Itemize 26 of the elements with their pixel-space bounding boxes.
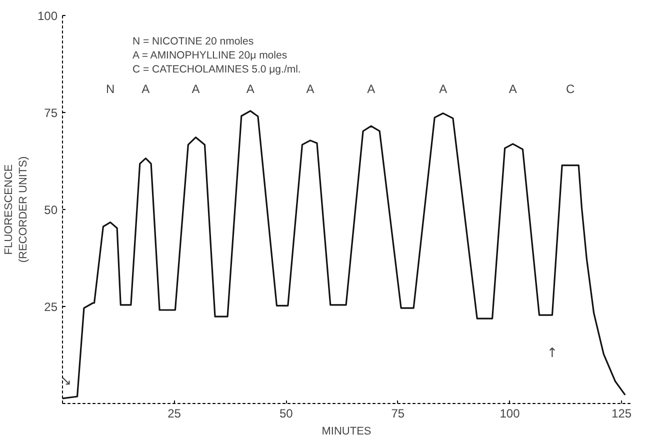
x-tick-label: 100 (500, 406, 520, 420)
x-axis-title: MINUTES (322, 426, 372, 438)
annotation: N = NICOTINE 20 nmoles (132, 36, 254, 48)
x-tick-label: 75 (391, 406, 405, 420)
y-tick-label: 100 (37, 9, 58, 23)
annotation: A = AMINOPHYLLINE 20μ moles (132, 50, 288, 62)
y-tick-label: 75 (44, 106, 58, 120)
line-series (62, 110, 626, 400)
annotation: A (142, 82, 150, 96)
annotation: ↘ (60, 374, 72, 389)
annotation: A (192, 82, 200, 96)
annotation: A (439, 82, 448, 96)
annotation: ↑ (546, 346, 558, 362)
x-tick-label: 50 (279, 406, 294, 420)
annotation: C = CATECHOLAMINES 5.0 μg./ml. (132, 64, 301, 76)
annotation: A (367, 82, 376, 96)
annotation: A (508, 82, 517, 96)
annotation: A (306, 82, 314, 96)
y-axis-title: FLUORESCENCE (RECORDER UNITS) (3, 156, 30, 263)
y-tick-label: 50 (44, 203, 58, 217)
x-tick-label: 25 (168, 406, 182, 420)
y-tick-label: 25 (44, 300, 58, 314)
annotation: N (106, 82, 115, 96)
x-tick-label: 125 (612, 406, 632, 420)
annotation: C (566, 82, 576, 96)
annotation: A (246, 82, 254, 96)
